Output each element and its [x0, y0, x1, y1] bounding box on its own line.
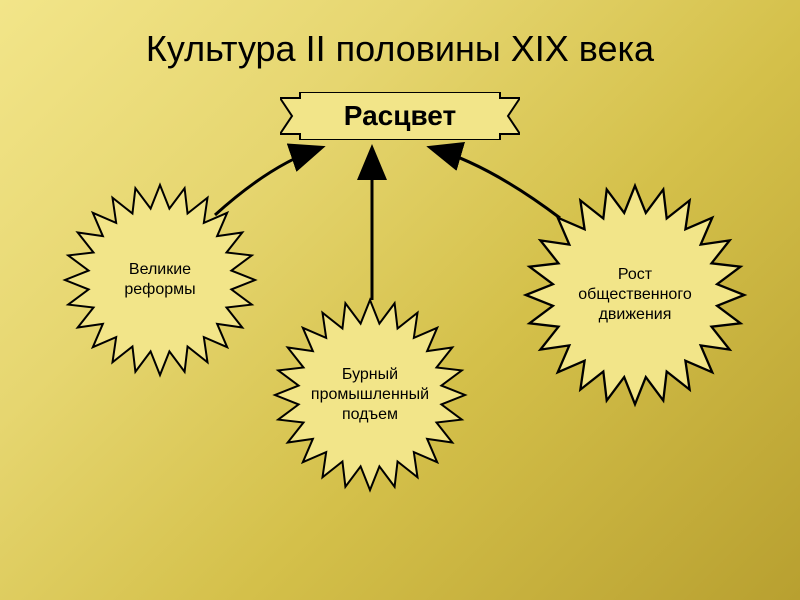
starburst-right: Рост общественного движения	[520, 180, 750, 410]
starburst-left-label: Великие реформы	[124, 260, 195, 300]
starburst-center-label: Бурный промышленный подъем	[311, 365, 429, 425]
starburst-right-label: Рост общественного движения	[578, 265, 691, 325]
slide-title: Культура II половины XIX века	[0, 0, 800, 80]
starburst-left: Великие реформы	[60, 180, 260, 380]
banner: Расцвет	[280, 92, 520, 140]
banner-text: Расцвет	[344, 100, 456, 132]
starburst-center: Бурный промышленный подъем	[270, 295, 470, 495]
